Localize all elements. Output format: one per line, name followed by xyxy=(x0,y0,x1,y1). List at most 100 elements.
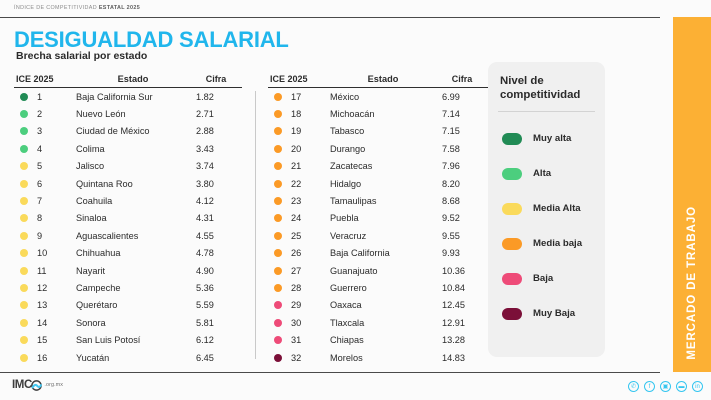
linkedin-icon[interactable]: in xyxy=(692,381,703,392)
x-icon[interactable]: ▬ xyxy=(676,381,687,392)
level-dot-cell xyxy=(268,179,288,188)
cell-cifra: 7.14 xyxy=(442,109,460,120)
level-dot-icon xyxy=(274,336,282,345)
eyebrow-label: ÍNDICE DE COMPETITIVIDAD ESTATAL 2025 xyxy=(14,5,140,11)
level-dot-cell xyxy=(14,336,34,345)
level-dot-icon xyxy=(274,318,282,327)
level-dot-icon xyxy=(274,197,282,206)
cell-cifra: 4.55 xyxy=(196,230,214,241)
imco-logo[interactable]: IMC .org.mx xyxy=(12,379,63,391)
legend-swatch-icon xyxy=(502,272,522,285)
table-row: 5 Jalisco 3.74 xyxy=(14,158,242,175)
table-row: 30 Tlaxcala 12.91 xyxy=(268,314,488,331)
cell-cifra: 4.78 xyxy=(196,248,214,259)
cell-state: Aguascalientes xyxy=(76,230,139,241)
level-dot-cell xyxy=(14,318,34,327)
level-dot-icon xyxy=(20,144,28,153)
table-row: 25 Veracruz 9.55 xyxy=(268,227,488,244)
table-row: 16 Yucatán 6.45 xyxy=(14,349,242,366)
level-dot-icon xyxy=(20,249,28,258)
level-dot-cell xyxy=(14,301,34,310)
level-dot-cell xyxy=(268,214,288,223)
level-dot-icon xyxy=(20,214,28,223)
table-row: 23 Tamaulipas 8.68 xyxy=(268,192,488,209)
level-dot-cell xyxy=(14,144,34,153)
cell-cifra: 5.36 xyxy=(196,282,214,293)
legend-title: Nivel de competitividad xyxy=(500,75,581,101)
cell-cifra: 12.45 xyxy=(442,300,465,311)
cell-cifra: 2.88 xyxy=(196,126,214,137)
cell-rank: 17 xyxy=(291,91,302,102)
cell-rank: 16 xyxy=(37,352,48,363)
level-dot-icon xyxy=(20,179,28,188)
cell-cifra: 10.36 xyxy=(442,265,465,276)
cell-cifra: 3.43 xyxy=(196,143,214,154)
table-row: 14 Sonora 5.81 xyxy=(14,314,242,331)
cell-rank: 5 xyxy=(37,161,43,172)
cell-rank: 15 xyxy=(37,335,48,346)
level-dot-icon xyxy=(274,353,282,362)
table-row: 10 Chihuahua 4.78 xyxy=(14,245,242,262)
eyebrow-strong: ESTATAL 2025 xyxy=(98,5,141,11)
cell-rank: 4 xyxy=(37,143,43,154)
column-header-estado-2: Estado xyxy=(367,74,399,84)
legend-item-label: Media baja xyxy=(533,238,583,249)
level-dot-icon xyxy=(20,301,28,310)
cell-rank: 24 xyxy=(291,213,302,224)
legend-item: Muy Baja xyxy=(488,296,605,331)
column-header-cifra-2: Cifra xyxy=(451,74,473,84)
level-dot-cell xyxy=(14,353,34,362)
column-header-ice-2: ICE 2025 xyxy=(270,74,308,84)
table-row: 13 Querétaro 5.59 xyxy=(14,297,242,314)
cell-cifra: 12.91 xyxy=(442,317,465,328)
cell-rank: 23 xyxy=(291,196,302,207)
instagram-icon[interactable]: ▣ xyxy=(660,381,671,392)
cell-rank: 21 xyxy=(291,161,302,172)
table-row: 28 Guerrero 10.84 xyxy=(268,279,488,296)
cell-cifra: 5.81 xyxy=(196,317,214,328)
legend-item-label: Media Alta xyxy=(533,203,581,214)
cell-state: Sonora xyxy=(76,317,106,328)
cell-state: Querétaro xyxy=(76,300,118,311)
ranking-table-left: ICE 2025 Estado Cifra 1 Baja California S… xyxy=(14,70,242,366)
cell-cifra: 6.99 xyxy=(442,91,460,102)
cell-rank: 7 xyxy=(37,196,43,207)
ranking-table-right: ICE 2025 Estado Cifra 17 México 6.99 18 Mich… xyxy=(268,70,488,366)
legend-panel: Nivel de competitividad Muy alta Alta Medi… xyxy=(488,62,605,357)
cell-rank: 10 xyxy=(37,248,48,259)
footer-divider xyxy=(0,372,660,373)
cell-rank: 28 xyxy=(291,282,302,293)
cell-state: Quintana Roo xyxy=(76,178,133,189)
level-dot-icon xyxy=(274,179,282,188)
cell-rank: 9 xyxy=(37,230,43,241)
legend-swatch-icon xyxy=(502,307,522,320)
cell-rank: 6 xyxy=(37,178,43,189)
cell-state: Jalisco xyxy=(76,161,105,172)
level-dot-icon xyxy=(274,266,282,275)
level-dot-icon xyxy=(274,110,282,119)
level-dot-cell xyxy=(14,249,34,258)
phone-icon[interactable]: ✆ xyxy=(628,381,639,392)
table-row: 22 Hidalgo 8.20 xyxy=(268,175,488,192)
level-dot-icon xyxy=(274,214,282,223)
cell-rank: 25 xyxy=(291,230,302,241)
cell-cifra: 4.12 xyxy=(196,196,214,207)
table-row: 21 Zacatecas 7.96 xyxy=(268,158,488,175)
level-dot-cell xyxy=(14,266,34,275)
page-title: DESIGUALDAD SALARIAL xyxy=(14,27,289,52)
cell-rank: 3 xyxy=(37,126,43,137)
cell-state: Tlaxcala xyxy=(330,317,365,328)
cell-rank: 22 xyxy=(291,178,302,189)
cell-state: Guerrero xyxy=(330,282,367,293)
cell-state: Coahuila xyxy=(76,196,113,207)
level-dot-cell xyxy=(268,266,288,275)
cell-state: Zacatecas xyxy=(330,161,373,172)
table-row: 11 Nayarit 4.90 xyxy=(14,262,242,279)
table-row: 32 Morelos 14.83 xyxy=(268,349,488,366)
table-header-right: ICE 2025 Estado Cifra xyxy=(268,70,488,88)
level-dot-icon xyxy=(20,318,28,327)
table-row: 1 Baja California Sur 1.82 xyxy=(14,88,242,105)
facebook-icon[interactable]: f xyxy=(644,381,655,392)
table-row: 9 Aguascalientes 4.55 xyxy=(14,227,242,244)
